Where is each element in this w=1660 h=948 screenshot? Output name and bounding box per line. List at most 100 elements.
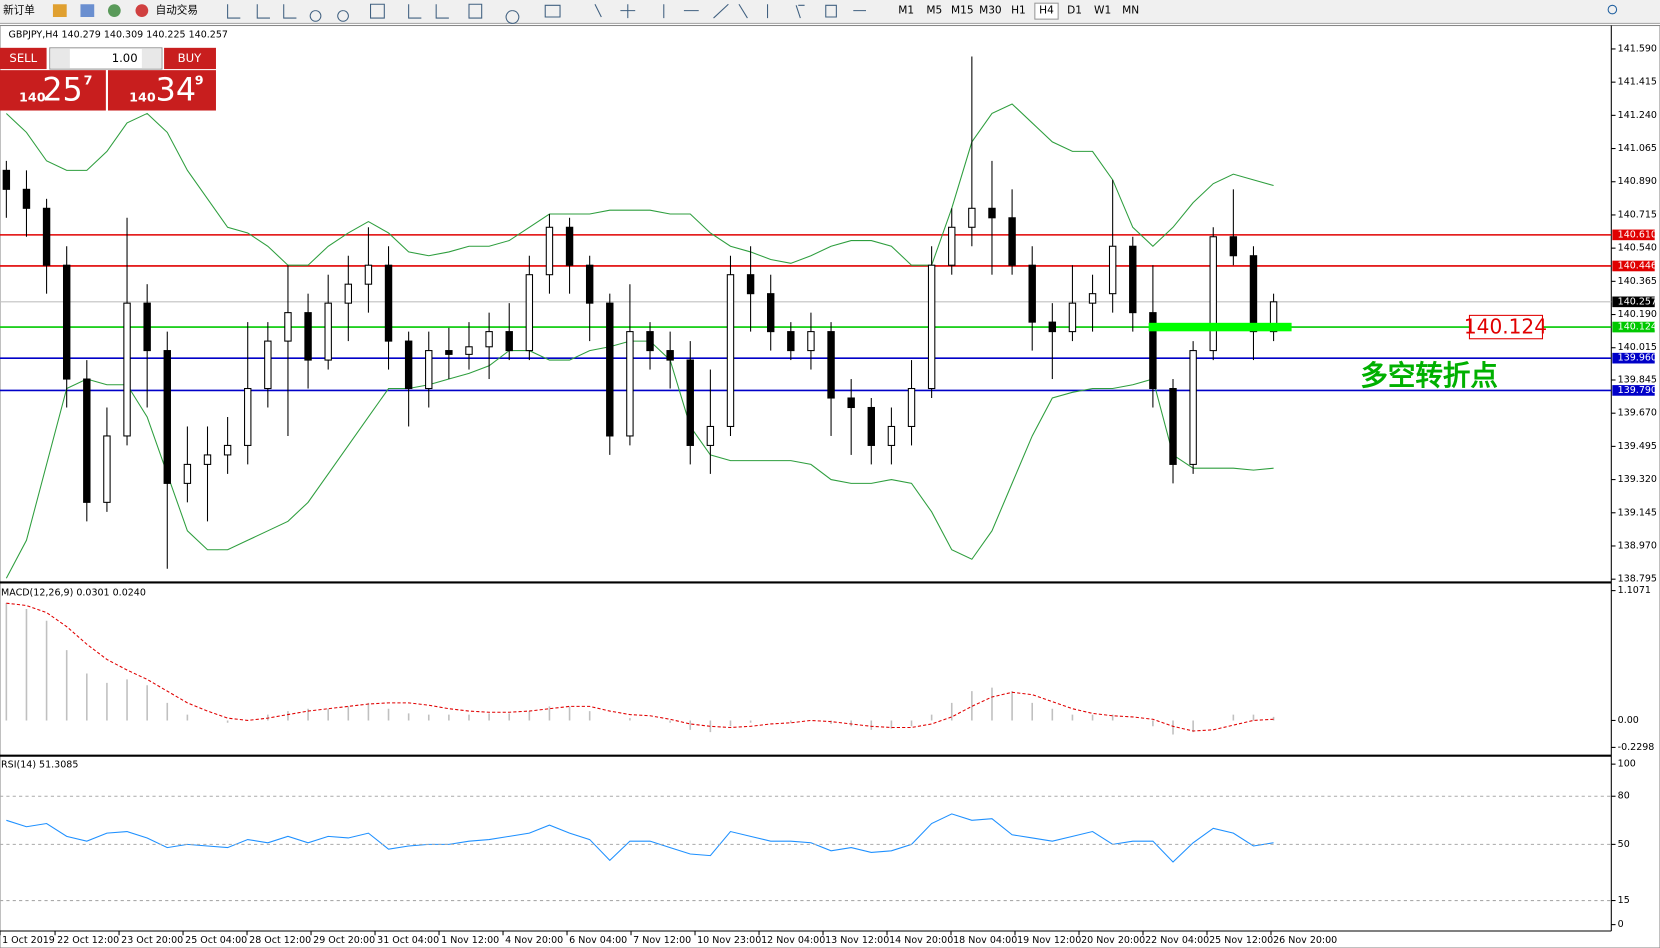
active-timeframe [1034, 2, 1059, 20]
y-tick-label: 1.1071 [1618, 585, 1651, 596]
lot-input[interactable] [49, 47, 163, 70]
icon[interactable] [80, 4, 95, 18]
candle-body [1229, 236, 1238, 257]
x-tick-label: 18 Nov 04:00 [953, 935, 1017, 946]
x-tick-label: 28 Oct 12:00 [249, 935, 311, 946]
price-main: 34 [156, 70, 196, 108]
x-tick-label: 1 Nov 12:00 [441, 935, 499, 946]
x-tick-label: 25 Nov 12:00 [1209, 935, 1273, 946]
candle-body [445, 350, 453, 355]
x-tick-label: 4 Nov 20:00 [505, 935, 563, 946]
candle-body [767, 293, 775, 333]
pivot-price-annotation: 140.124 [1464, 315, 1547, 339]
timeframe-button[interactable]: D1 [1067, 5, 1082, 17]
candle-body [706, 425, 715, 446]
x-tick-label: 23 Oct 20:00 [121, 935, 183, 946]
timeframe-button[interactable]: M1 [898, 5, 914, 17]
candle-body [1249, 255, 1258, 333]
rsi-plot [6, 813, 1274, 863]
buy-button[interactable] [164, 47, 216, 70]
line-price-tag [1612, 321, 1655, 333]
candle-body [123, 302, 131, 437]
y-tick-label: 139.145 [1618, 507, 1657, 518]
candle-body [22, 188, 31, 209]
y-tick-label: 139.495 [1618, 441, 1657, 452]
x-tick-label: 14 Nov 20:00 [889, 935, 953, 946]
pivot-highlight [1148, 322, 1292, 332]
candle-body [1169, 387, 1177, 465]
lot-down[interactable] [50, 48, 70, 69]
candle-body [787, 331, 795, 352]
y-tick-label: 138.970 [1618, 540, 1657, 551]
rsi-title: RSI(14) 51.3085 [1, 760, 78, 771]
candle-body [1189, 350, 1197, 465]
candle-body [2, 169, 11, 190]
icon[interactable] [52, 4, 67, 18]
search-icon[interactable] [1607, 4, 1618, 15]
candle-body [686, 359, 694, 446]
candle-body [42, 207, 51, 266]
chart-frame [0, 24, 1660, 948]
candle-body [1088, 293, 1097, 304]
candle-body [284, 312, 292, 342]
candle-body [666, 350, 674, 361]
candle-body [1129, 245, 1137, 314]
toolbar: 新订单 自动交易 M1 M5 M15 M30 H1 H4 D1 W1 MN [0, 0, 1660, 24]
x-tick-label: 12 Nov 04:00 [761, 935, 825, 946]
price-prefix: 140 [19, 89, 46, 104]
sell-label[interactable]: SELL [9, 51, 37, 65]
y-tick-label: 80 [1618, 791, 1630, 802]
candle-body [907, 387, 916, 427]
line-price-label: 140.446 [1618, 260, 1657, 271]
y-tick-label: 140.365 [1618, 276, 1657, 287]
candle-body [425, 350, 433, 390]
auto-trading-button[interactable]: 自动交易 [156, 4, 198, 17]
x-tick-label: 6 Nov 04:00 [569, 935, 627, 946]
new-order-button[interactable]: 新订单 [3, 4, 35, 17]
x-tick-label: 19 Nov 12:00 [1017, 935, 1081, 946]
candle-body [887, 425, 896, 446]
y-tick-label: 141.590 [1618, 43, 1657, 54]
sell-button[interactable] [0, 47, 47, 70]
candle-body [545, 226, 554, 276]
candle-body [807, 331, 815, 352]
y-tick-label: 100 [1618, 759, 1636, 770]
candle-body [505, 331, 513, 352]
candle-body [163, 350, 171, 484]
line-price-label: 139.790 [1618, 385, 1657, 396]
y-tick-label: 50 [1618, 839, 1630, 850]
icon[interactable] [135, 4, 149, 18]
y-tick-label: 140.715 [1618, 209, 1657, 220]
current-price-label: 140.257 [1618, 296, 1657, 307]
y-tick-label: -0.2298 [1618, 742, 1655, 753]
buy-label[interactable]: BUY [178, 51, 202, 65]
candle-body [364, 264, 373, 285]
timeframe-button[interactable]: MN [1122, 5, 1139, 17]
macd-signal [6, 602, 1274, 732]
line-price-label: 139.960 [1618, 353, 1657, 364]
timeframe-button[interactable]: H4 [1039, 5, 1054, 17]
timeframe-button[interactable]: M30 [979, 5, 1002, 17]
icon[interactable] [107, 4, 121, 18]
buy-price-box[interactable] [107, 70, 216, 111]
price-main: 25 [42, 70, 82, 108]
timeframe-button[interactable]: H1 [1011, 5, 1026, 17]
x-tick-label: 29 Oct 20:00 [313, 935, 375, 946]
y-tick-label: 138.795 [1618, 574, 1657, 585]
candle-body [1209, 236, 1217, 352]
sell-price-box[interactable] [0, 70, 106, 111]
candle-body [304, 312, 312, 361]
x-tick-label: 31 Oct 04:00 [377, 935, 439, 946]
timeframe-button[interactable]: W1 [1094, 5, 1111, 17]
line-price-tag [1612, 260, 1655, 272]
candle-body [1149, 312, 1157, 390]
y-tick-label: 0 [1618, 919, 1624, 930]
candle-body [344, 283, 353, 304]
lot-value[interactable]: 1.00 [112, 51, 138, 65]
timeframe-button[interactable]: M15 [951, 5, 974, 17]
lot-up[interactable] [141, 48, 161, 69]
macd-title: MACD(12,26,9) 0.0301 0.0240 [1, 588, 146, 599]
candle-body [1108, 245, 1117, 295]
timeframe-button[interactable]: M5 [926, 5, 942, 17]
y-tick-label: 140.015 [1618, 342, 1657, 353]
